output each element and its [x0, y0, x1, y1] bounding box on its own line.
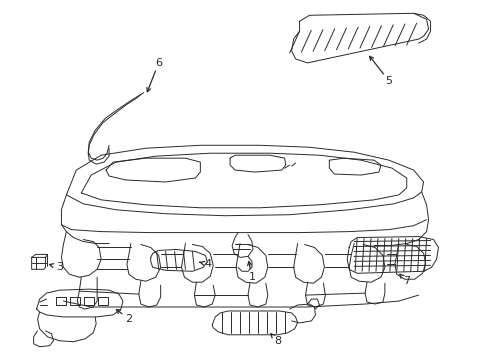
Text: 8: 8 [274, 336, 281, 346]
Text: 6: 6 [155, 58, 162, 68]
Text: 1: 1 [248, 272, 255, 282]
Text: 5: 5 [385, 76, 392, 86]
Text: 2: 2 [125, 314, 132, 324]
Text: 4: 4 [205, 259, 212, 269]
Text: 3: 3 [56, 262, 63, 272]
Text: 7: 7 [403, 276, 410, 286]
